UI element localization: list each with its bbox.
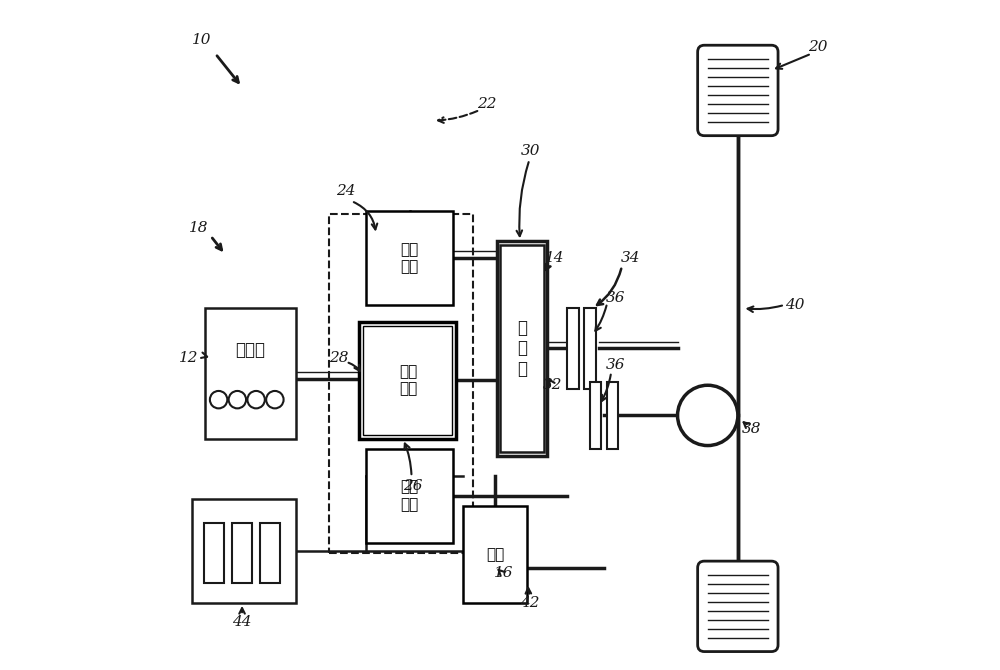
Text: 18: 18 (189, 221, 208, 234)
Text: 38: 38 (742, 422, 761, 436)
Text: 20: 20 (808, 40, 828, 54)
Bar (192, 499, 296, 603)
Text: 12: 12 (179, 352, 198, 365)
Bar (584, 308, 596, 389)
Text: 40: 40 (785, 298, 805, 312)
Bar (232, 523, 252, 583)
Bar (500, 245, 544, 452)
Bar (205, 308, 296, 439)
FancyBboxPatch shape (698, 561, 778, 651)
Text: 36: 36 (605, 291, 625, 305)
Text: 22: 22 (477, 97, 496, 111)
Text: 28: 28 (329, 352, 349, 365)
Text: 34: 34 (621, 251, 640, 265)
Bar (204, 523, 224, 583)
Text: 44: 44 (232, 615, 252, 628)
Bar (497, 241, 547, 456)
Text: 42: 42 (520, 596, 540, 610)
Text: 14: 14 (545, 251, 565, 265)
Circle shape (229, 391, 246, 409)
Text: 10: 10 (192, 34, 212, 47)
Text: 30: 30 (520, 144, 540, 157)
Bar (590, 382, 601, 449)
Bar (567, 308, 579, 389)
Text: 发动机: 发动机 (235, 341, 265, 359)
Bar (363, 326, 452, 435)
Bar (329, 214, 473, 553)
Bar (260, 523, 280, 583)
Text: 环形
齿轮: 环形 齿轮 (400, 480, 419, 512)
Bar (366, 211, 453, 305)
Circle shape (247, 391, 265, 409)
Text: 中心
齿轮: 中心 齿轮 (399, 364, 417, 397)
Circle shape (266, 391, 284, 409)
Text: 16: 16 (494, 566, 513, 580)
Circle shape (678, 385, 738, 446)
Bar (463, 506, 527, 603)
Circle shape (210, 391, 227, 409)
Text: 发
电
机: 发 电 机 (517, 319, 527, 378)
Text: 32: 32 (543, 379, 562, 392)
Bar (359, 322, 456, 439)
FancyBboxPatch shape (698, 46, 778, 136)
Bar (607, 382, 618, 449)
Text: 环形
齿轮: 环形 齿轮 (400, 242, 419, 274)
Text: 24: 24 (336, 184, 356, 198)
Bar (366, 449, 453, 543)
Text: 36: 36 (605, 358, 625, 372)
Text: 马达: 马达 (486, 547, 504, 562)
Text: 26: 26 (403, 479, 423, 492)
